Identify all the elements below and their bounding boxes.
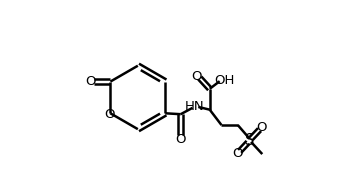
- Text: S: S: [245, 133, 254, 148]
- Text: O: O: [191, 70, 202, 83]
- Text: OH: OH: [215, 74, 235, 87]
- Text: HN: HN: [184, 100, 204, 113]
- Text: O: O: [256, 121, 267, 134]
- Text: O: O: [104, 108, 115, 121]
- Text: O: O: [232, 147, 243, 160]
- Text: O: O: [85, 75, 95, 88]
- Text: O: O: [175, 133, 186, 146]
